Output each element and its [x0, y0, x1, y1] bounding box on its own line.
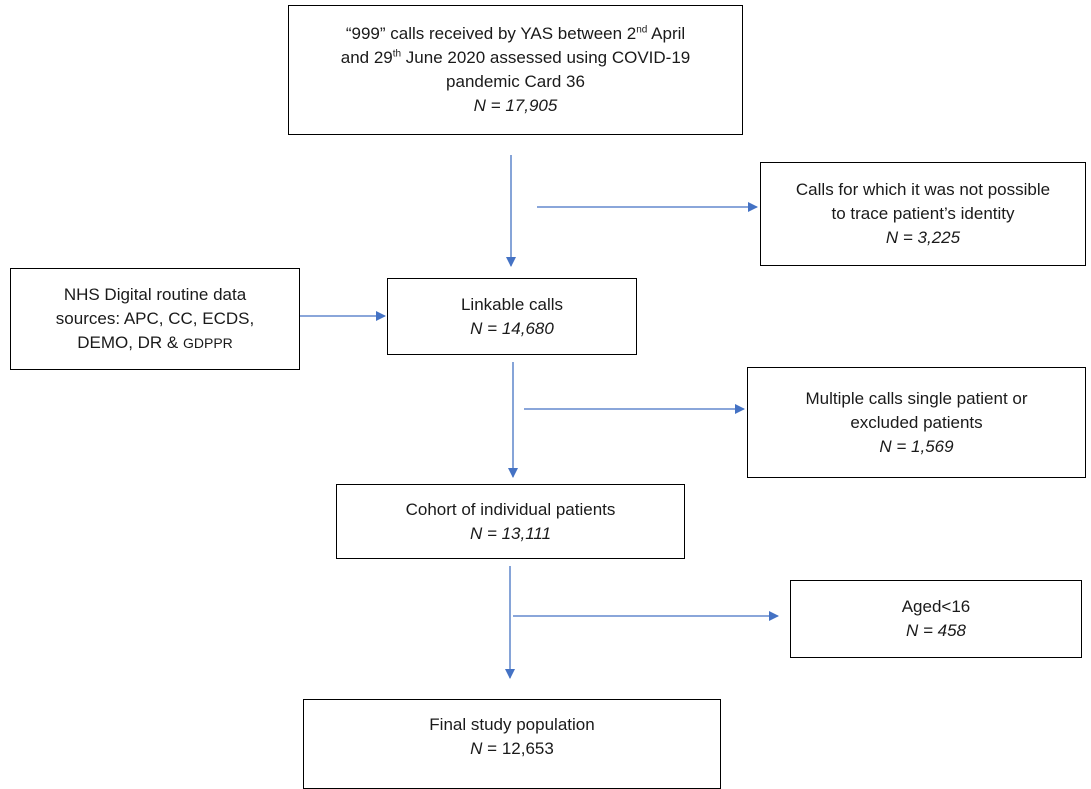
calls-received-count: N = 17,905 — [473, 96, 558, 115]
final-title: Final study population — [429, 715, 595, 734]
box-final-population: Final study population N = 12,653 — [303, 699, 721, 789]
box-calls-received: “999” calls received by YAS between 2nd … — [288, 5, 743, 135]
sources-line3: DEMO, DR & GDPPR — [77, 333, 233, 352]
box-multiple-calls: Multiple calls single patient or exclude… — [747, 367, 1086, 478]
multiple-line2: excluded patients — [850, 412, 983, 432]
calls-received-line3: pandemic Card 36 — [446, 72, 585, 91]
aged-count: N = 458 — [905, 621, 966, 640]
cohort-count: N = 13,111 — [469, 523, 552, 543]
untraceable-count: N = 3,225 — [885, 228, 961, 247]
linkable-title: Linkable calls — [460, 294, 564, 314]
calls-received-line2: and 29th June 2020 assessed using COVID-… — [340, 48, 691, 67]
untraceable-line1: Calls for which it was not possible — [795, 180, 1051, 199]
multiple-line1: Multiple calls single patient or — [805, 388, 1028, 408]
sources-line1: NHS Digital routine data — [63, 285, 247, 304]
linkable-count: N = 14,680 — [470, 318, 554, 338]
untraceable-line2: to trace patient’s identity — [831, 204, 1015, 223]
final-count: N = 12,653 — [470, 739, 554, 758]
sources-line2: sources: APC, CC, ECDS, — [55, 309, 255, 328]
box-data-sources: NHS Digital routine data sources: APC, C… — [10, 268, 300, 370]
box-linkable-calls: Linkable calls N = 14,680 — [387, 278, 637, 355]
box-untraceable-calls: Calls for which it was not possible to t… — [760, 162, 1086, 266]
box-aged-under-16: Aged<16 N = 458 — [790, 580, 1082, 658]
cohort-title: Cohort of individual patients — [405, 499, 616, 519]
aged-title: Aged<16 — [901, 597, 971, 616]
box-cohort: Cohort of individual patients N = 13,111 — [336, 484, 685, 559]
multiple-count: N = 1,569 — [879, 436, 954, 456]
calls-received-line1: “999” calls received by YAS between 2nd … — [345, 24, 686, 43]
